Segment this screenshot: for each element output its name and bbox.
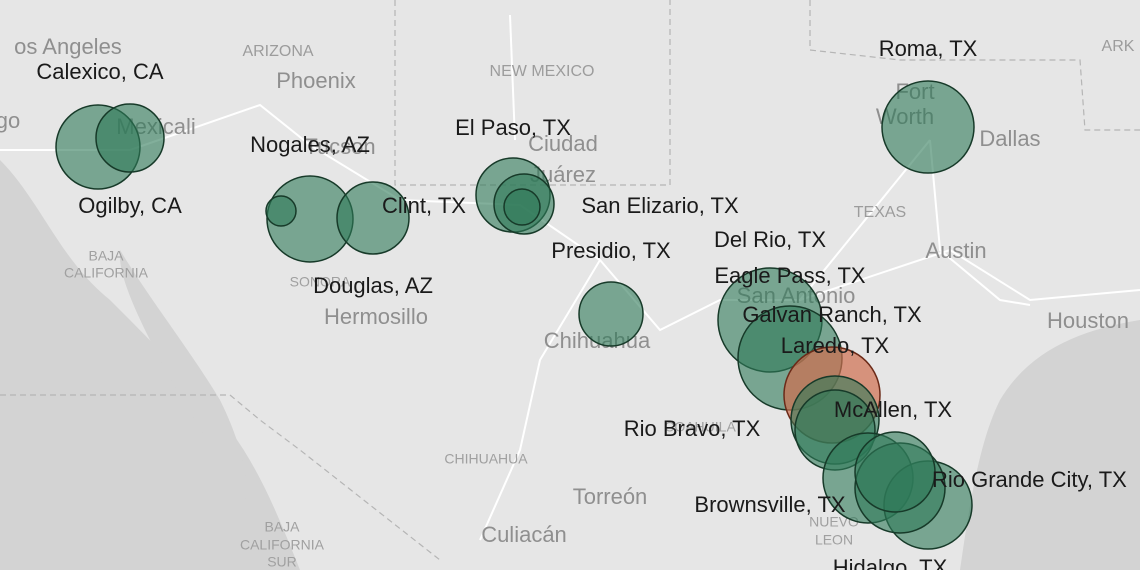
road — [929, 139, 1031, 306]
marker-label: Ogilby, CA — [78, 193, 182, 218]
place-label: Torreón — [573, 484, 648, 509]
state-border — [809, 0, 1140, 131]
marker-bubble[interactable] — [95, 103, 165, 173]
marker-label: Douglas, AZ — [313, 273, 433, 298]
place-label: go — [0, 108, 20, 133]
marker-label: Rio Bravo, TX — [624, 416, 761, 441]
marker-label: Laredo, TX — [781, 333, 890, 358]
marker-label: Nogales, AZ — [250, 132, 370, 157]
marker-bubble[interactable] — [336, 181, 410, 255]
state-border — [0, 394, 441, 561]
place-label: SUR — [267, 554, 297, 570]
marker-label: Brownsville, TX — [694, 492, 846, 517]
place-label: CHIHUAHUA — [444, 451, 528, 467]
place-label: BAJA — [88, 248, 124, 264]
marker-label: Galvan Ranch, TX — [742, 302, 922, 327]
marker-label: San Elizario, TX — [581, 193, 739, 218]
marker-label: Presidio, TX — [551, 238, 671, 263]
place-label: Tucson — [304, 134, 375, 159]
road — [799, 248, 1140, 302]
place-label: CALIFORNIA — [64, 265, 149, 281]
place-label: ARK — [1102, 38, 1135, 55]
marker-label: Hidalgo, TX — [833, 555, 948, 570]
place-label: Austin — [925, 238, 986, 263]
marker-bubble[interactable] — [503, 188, 541, 226]
place-label: BAJA — [264, 519, 300, 535]
place-label: os Angeles — [14, 34, 122, 59]
gulf-of-mexico — [960, 320, 1140, 570]
marker-label: Clint, TX — [382, 193, 466, 218]
place-label: ARIZONA — [242, 43, 313, 60]
place-label: Dallas — [979, 126, 1040, 151]
marker-bubble[interactable] — [578, 281, 644, 347]
place-label: SONORA — [290, 274, 351, 290]
place-label: CALIFORNIA — [240, 537, 325, 553]
road — [509, 14, 516, 141]
place-label: Culiacán — [481, 522, 567, 547]
marker-label: Rio Grande City, TX — [932, 467, 1127, 492]
marker-bubble[interactable] — [265, 195, 297, 227]
marker-bubble[interactable] — [881, 80, 975, 174]
place-label: TEXAS — [854, 204, 906, 221]
marker-label: Del Rio, TX — [714, 227, 826, 252]
marker-label: Eagle Pass, TX — [714, 263, 866, 288]
marker-label: Calexico, CA — [36, 59, 163, 84]
road — [479, 259, 601, 541]
place-label: COAHUILA — [664, 419, 736, 435]
place-label: LEON — [815, 532, 853, 548]
place-label: NEW MEXICO — [490, 63, 595, 80]
place-label: Hermosillo — [324, 304, 428, 329]
marker-label: Roma, TX — [879, 36, 978, 61]
place-label: Houston — [1047, 308, 1129, 333]
gulf-of-california — [119, 250, 247, 500]
place-label: Phoenix — [276, 68, 356, 93]
place-label: Ciudad — [528, 131, 598, 156]
marker-label: McAllen, TX — [834, 397, 953, 422]
marker-bubble[interactable] — [854, 431, 936, 513]
marker-label: El Paso, TX — [455, 115, 571, 140]
